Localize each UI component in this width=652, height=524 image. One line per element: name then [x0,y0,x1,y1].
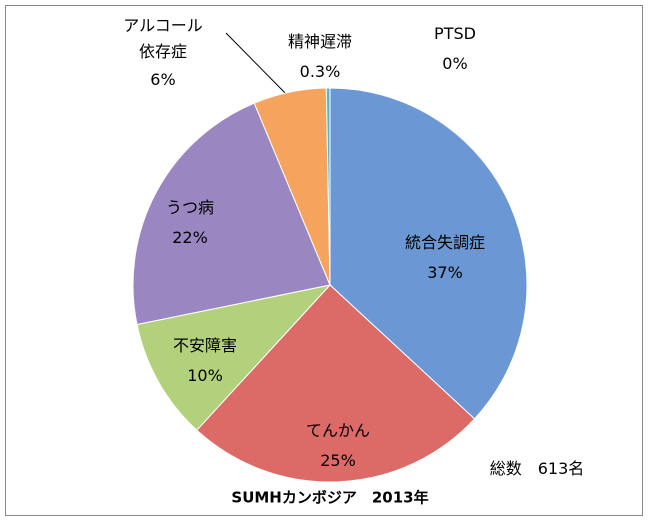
slice-label: 不安障害 10% [173,331,237,391]
pie-slice [329,87,528,420]
category-label: 精神遅滞 [287,32,353,51]
value-label: 37% [427,263,463,282]
pie-slice [196,284,476,483]
pie-slice [132,102,331,326]
category-label: 不安障害 [172,336,238,355]
pie-slice [136,284,332,431]
category-label: うつ病 [165,198,215,217]
value-label: 22% [172,228,208,247]
slice-label: 統合失調症 37% [405,228,485,288]
value-label: 10% [187,366,223,385]
category-label: アルコール依存症 [123,16,203,61]
slice-label: PTSD 0% [434,19,476,79]
value-label: 6% [150,70,176,89]
slice-label: 精神遅滞 0.3% [288,27,352,87]
category-label: 統合失調症 [404,233,486,252]
pie-slice [325,87,331,286]
value-label: 0.3% [299,62,341,81]
slice-label: うつ病 22% [166,193,214,253]
slice-label: てんかん 25% [306,416,370,476]
leader-line [225,32,293,101]
value-label: 0% [442,54,468,73]
pie [132,87,528,483]
category-label: PTSD [434,24,476,43]
annotation: 総数 613名 [489,459,585,478]
value-label: 25% [320,451,356,470]
slice-label: アルコール依存症 6% [117,13,209,95]
chart-title: SUMHカンボジア 2013年 [231,488,429,507]
category-label: てんかん [305,421,371,440]
